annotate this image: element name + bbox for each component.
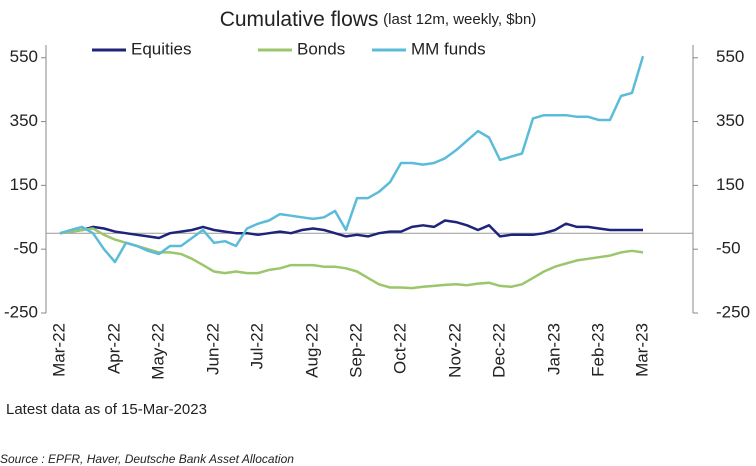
x-tick-label: Nov-22 [445,323,464,378]
y2-tick-label: 550 [716,47,744,66]
x-tick-label: Dec-22 [489,323,508,378]
x-tick-label: Sep-22 [346,323,365,378]
y-tick-label: 550 [10,47,38,66]
x-tick-label: Apr-22 [104,323,123,374]
x-tick-label: Jun-22 [203,323,222,375]
x-tick-label: Feb-23 [588,323,607,377]
y-tick-label: -250 [4,302,38,321]
title: Cumulative flows [220,8,379,31]
x-tick-label: Aug-22 [302,323,321,378]
y2-tick-label: 350 [716,111,744,130]
source: Source : EPFR, Haver, Deutsche Bank Asse… [0,452,294,466]
y-tick-label: 150 [10,175,38,194]
y2-tick-label: -50 [716,239,741,258]
x-tick-label: May-22 [148,323,167,380]
chart-title: Cumulative flows (last 12m, weekly, $bn) [220,8,537,31]
series-line [59,219,643,240]
x-tick-label: Mar-23 [632,323,651,377]
y-tick-label: 350 [10,111,38,130]
series-line [59,227,644,290]
legend-label: MM funds [411,39,486,58]
subtitle: (last 12m, weekly, $bn) [383,11,536,28]
legend-label: Equities [131,39,191,58]
y-tick-label: -50 [13,239,38,258]
x-tick-label: Jan-23 [544,323,563,375]
x-tick-label: Mar-22 [49,323,68,377]
y2-tick-label: -250 [716,302,750,321]
x-tick-label: Jul-22 [247,323,266,369]
x-tick-label: Oct-22 [390,323,409,374]
note: Latest data as of 15-Mar-2023 [6,401,207,418]
legend-label: Bonds [297,39,345,58]
series-line [59,55,645,264]
y2-tick-label: 150 [716,175,744,194]
